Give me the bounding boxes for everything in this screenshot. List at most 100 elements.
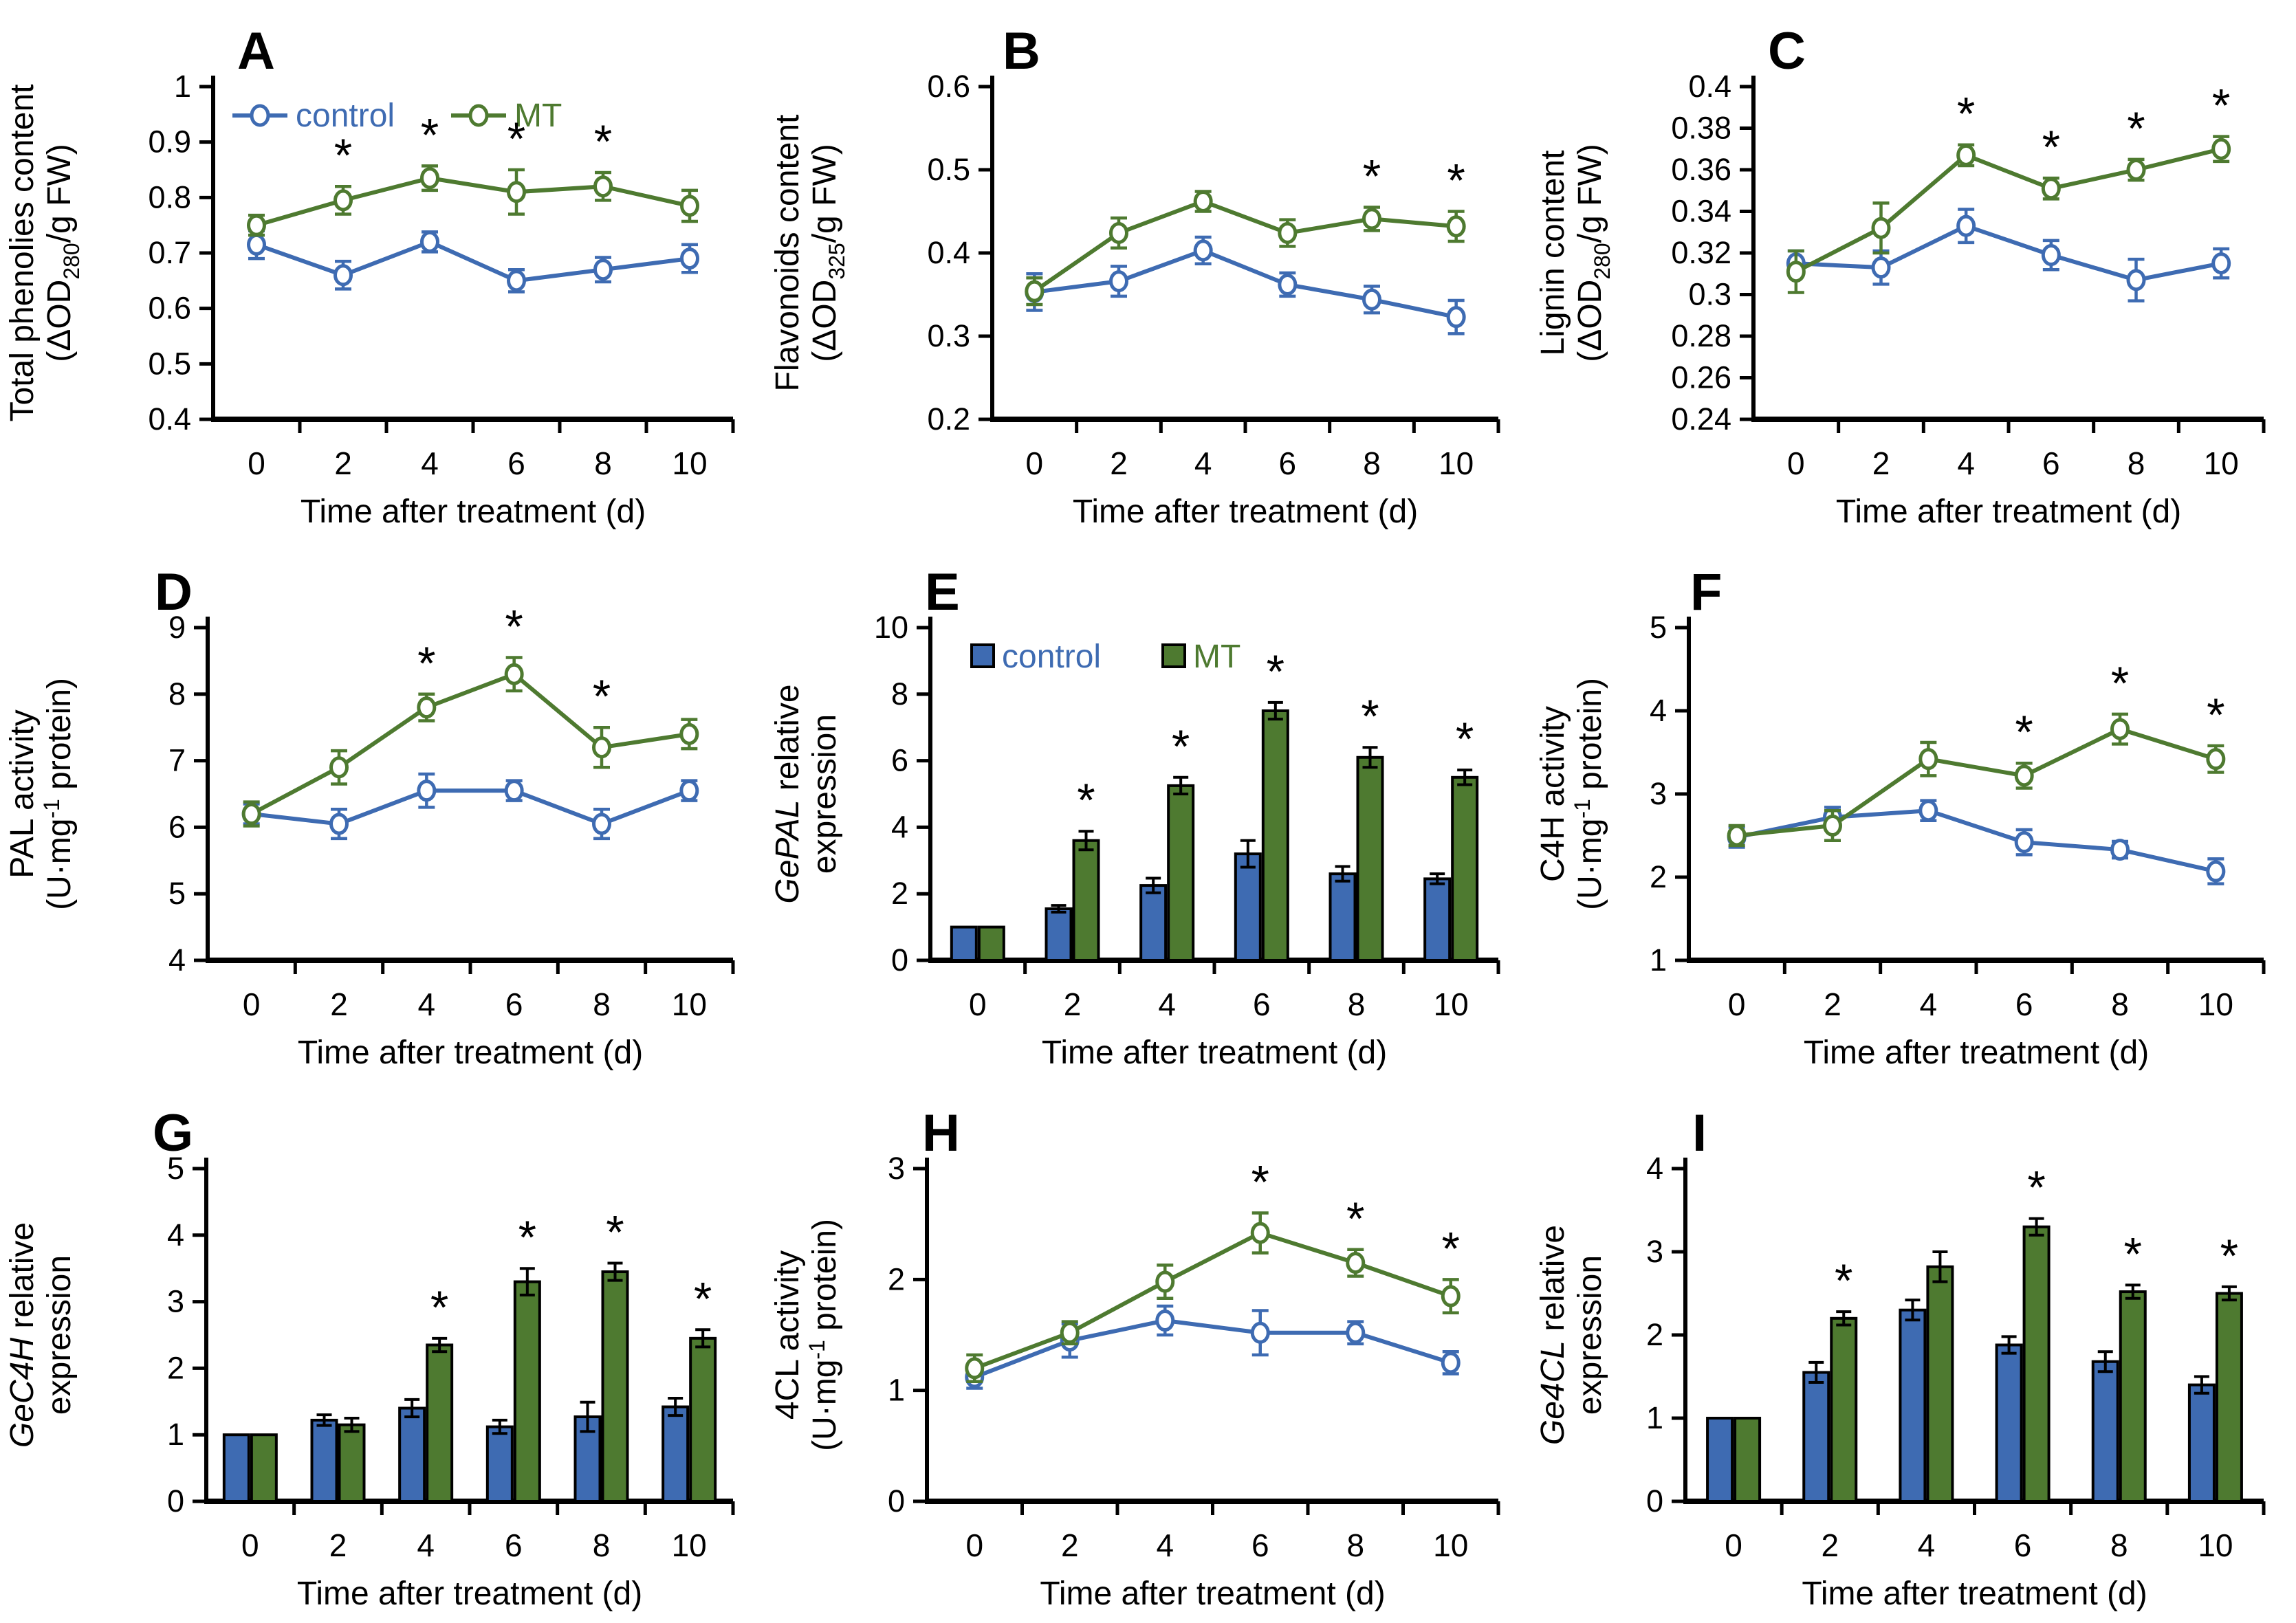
- bar-MT: [1830, 1316, 1858, 1503]
- y-tick-label: 5: [1650, 610, 1667, 645]
- y-tick-label: 0.24: [1671, 401, 1731, 437]
- panel-B-chart: B 0.2 0.3 0.4 0.5 0.6 0 2 4 6 8 10 Time after treatm…: [769, 22, 1500, 530]
- significance-asterisk: *: [2207, 689, 2224, 741]
- x-axis-title: Time after treatment (d): [1042, 1035, 1387, 1071]
- significance-asterisk: *: [2220, 1230, 2238, 1282]
- data-point-control: [2126, 269, 2146, 291]
- y-tick-label: 0.5: [148, 346, 191, 381]
- data-point-control: [1346, 1321, 1366, 1344]
- y-tick-label: 0.6: [148, 291, 191, 326]
- x-tick-label: 2: [1061, 1527, 1079, 1563]
- bar-control: [1139, 884, 1168, 962]
- significance-asterisk: *: [1456, 713, 1474, 765]
- x-tick-label: 2: [330, 986, 348, 1022]
- series-line-control: [1736, 808, 2216, 874]
- x-tick-label: 10: [1439, 445, 1474, 481]
- data-point-MT: [1025, 280, 1045, 302]
- significance-asterisk: *: [507, 113, 525, 165]
- x-tick-label: 0: [1725, 1527, 1742, 1563]
- data-point-control: [1446, 306, 1466, 329]
- significance-asterisk: *: [2127, 102, 2145, 155]
- y-tick-label: 5: [167, 1151, 184, 1186]
- data-point-control: [1362, 288, 1381, 311]
- x-axis-title: Time after treatment (d): [1040, 1576, 1385, 1612]
- series-line-MT: [974, 1230, 1452, 1371]
- y-axis-title: Flavonoids content: [769, 115, 806, 392]
- x-tick-label: 0: [969, 986, 987, 1022]
- y-axis-title: Ge4CL relative: [1535, 1225, 1571, 1445]
- data-point-MT: [504, 663, 524, 685]
- data-point-control: [2014, 831, 2034, 854]
- x-tick-label: 8: [1348, 986, 1366, 1022]
- y-axis-title: Total phenolies content: [4, 84, 41, 421]
- x-tick-label: 6: [507, 445, 525, 481]
- x-tick-label: 0: [1728, 986, 1746, 1022]
- data-point-control: [1250, 1321, 1270, 1344]
- data-point-MT: [1871, 217, 1891, 239]
- panel-letter: I: [1692, 1104, 1707, 1162]
- x-axis-title: Time after treatment (d): [1073, 494, 1418, 530]
- x-axis-title: Time after treatment (d): [1804, 1035, 2149, 1071]
- series-line-MT: [1736, 727, 2217, 838]
- bar-MT: [689, 1336, 717, 1503]
- panel-D-chart: D 4 5 6 7 8 9 0 2 4 6 8 10 Time after treatment (d) PA…: [4, 563, 735, 1071]
- panel-A: A 0.4 0.5 0.6 0.7 0.8 0.9 1 0 2 4 6 8 10 Time after tr…: [0, 0, 765, 541]
- y-tick-label: 0: [888, 1483, 905, 1519]
- x-tick-label: 8: [593, 1527, 611, 1563]
- data-point-MT: [417, 696, 437, 719]
- x-tick-label: 10: [2198, 986, 2233, 1022]
- significance-asterisk: *: [1077, 774, 1095, 826]
- panel-F-chart: F 1 2 3 4 5 0 2 4 6 8 10 Time after treatment (d) C4H…: [1535, 563, 2266, 1071]
- data-point-MT: [1823, 814, 1842, 837]
- x-tick-label: 4: [1158, 986, 1176, 1022]
- bar-control: [310, 1418, 338, 1503]
- y-tick-label: 2: [891, 876, 908, 911]
- significance-asterisk: *: [430, 1281, 448, 1334]
- y-tick-label: 1: [174, 69, 191, 104]
- x-tick-label: 0: [1026, 445, 1044, 481]
- x-tick-label: 8: [2128, 445, 2145, 481]
- bar-MT: [2022, 1225, 2051, 1503]
- y-tick-label: 5: [168, 876, 186, 911]
- panel-E: E 0 2 4 6 8 10 0 2 4 6 8 10 Time after treatment (d) G…: [765, 541, 1531, 1082]
- data-point-MT: [2014, 764, 2034, 787]
- y-tick-label: 0.3: [1688, 277, 1731, 312]
- y-tick-label: 6: [168, 809, 186, 844]
- data-point-control: [592, 813, 611, 835]
- x-tick-label: 6: [505, 1527, 523, 1563]
- y-tick-label: 1: [167, 1417, 184, 1452]
- y-tick-label: 0.28: [1671, 318, 1731, 353]
- series-line-MT: [1033, 199, 1456, 294]
- y-tick-label: 0: [891, 942, 908, 978]
- panel-F: F 1 2 3 4 5 0 2 4 6 8 10 Time after treatment (d) C4H…: [1531, 541, 2296, 1082]
- legend-label: MT: [1193, 639, 1240, 675]
- y-axis-title: (ΔOD280/g FW): [1572, 144, 1615, 362]
- x-axis-title: Time after treatment (d): [300, 494, 646, 530]
- x-tick-label: 2: [1064, 986, 1082, 1022]
- significance-asterisk: *: [1447, 155, 1465, 207]
- data-point-control: [593, 258, 613, 281]
- panel-letter: F: [1690, 563, 1722, 621]
- y-tick-label: 0.32: [1671, 235, 1731, 270]
- panel-letter: C: [1768, 22, 1806, 80]
- significance-asterisk: *: [2111, 657, 2129, 709]
- significance-asterisk: *: [694, 1272, 712, 1325]
- y-tick-label: 0.38: [1671, 111, 1731, 146]
- data-point-MT: [2206, 748, 2226, 771]
- data-point-control: [334, 264, 353, 287]
- data-point-control: [507, 269, 526, 292]
- x-tick-label: 0: [243, 986, 261, 1022]
- y-tick-label: 0.34: [1671, 194, 1731, 229]
- x-tick-label: 6: [1279, 445, 1297, 481]
- y-axis-title: (U·mg-1 protein): [39, 678, 78, 910]
- x-tick-label: 0: [1787, 445, 1805, 481]
- y-tick-label: 0.4: [1688, 69, 1731, 104]
- y-tick-label: 2: [888, 1261, 905, 1296]
- data-point-control: [1956, 214, 1976, 237]
- bar-MT: [2215, 1292, 2243, 1503]
- panel-C: C 0.24 0.26 0.28 0.3 0.32 0.34 0.36 0.38 0.4 0 2 4 6 8…: [1531, 0, 2296, 541]
- data-point-control: [680, 247, 699, 270]
- y-tick-label: 4: [168, 942, 186, 978]
- bar-control: [2091, 1360, 2119, 1503]
- series-line-control: [1795, 223, 2222, 283]
